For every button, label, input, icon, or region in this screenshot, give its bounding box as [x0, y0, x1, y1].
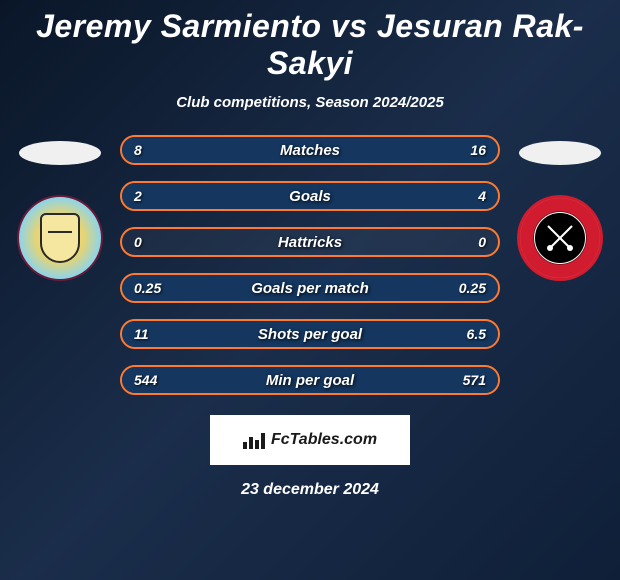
left-flag-icon: [19, 141, 101, 165]
left-column: [0, 135, 120, 281]
stat-value-right: 571: [463, 372, 486, 388]
burnley-shield-icon: [40, 213, 80, 263]
main-row: 8 16 Matches 2 4 Goals 0 0 Hattricks 0.25 0.25 Goal…: [0, 135, 620, 395]
stat-bar: 0 0 Hattricks: [120, 227, 500, 257]
brand-text: FcTables.com: [271, 431, 377, 449]
stat-label: Hattricks: [278, 234, 342, 251]
stat-bar: 2 4 Goals: [120, 181, 500, 211]
stat-bar: 0.25 0.25 Goals per match: [120, 273, 500, 303]
stat-value-left: 8: [134, 142, 142, 158]
subtitle: Club competitions, Season 2024/2025: [176, 94, 444, 111]
stat-bar: 8 16 Matches: [120, 135, 500, 165]
footer-date: 23 december 2024: [241, 481, 379, 499]
stat-value-left: 0: [134, 234, 142, 250]
stat-value-right: 6.5: [467, 326, 486, 342]
left-crest-icon: [17, 195, 103, 281]
stat-value-right: 4: [478, 188, 486, 204]
stat-bar: 544 571 Min per goal: [120, 365, 500, 395]
stat-label: Min per goal: [266, 372, 354, 389]
chart-icon: [243, 431, 265, 449]
stat-label: Goals per match: [251, 280, 369, 297]
swords-icon: [520, 198, 600, 278]
stat-label: Matches: [280, 142, 340, 159]
stat-value-right: 0.25: [459, 280, 486, 296]
right-column: [500, 135, 620, 281]
stat-value-right: 0: [478, 234, 486, 250]
stat-value-right: 16: [470, 142, 486, 158]
page-title: Jeremy Sarmiento vs Jesuran Rak-Sakyi: [0, 8, 620, 82]
stat-label: Shots per goal: [258, 326, 362, 343]
stat-value-left: 2: [134, 188, 142, 204]
comparison-infographic: Jeremy Sarmiento vs Jesuran Rak-Sakyi Cl…: [0, 0, 620, 580]
right-flag-icon: [519, 141, 601, 165]
stat-bar: 11 6.5 Shots per goal: [120, 319, 500, 349]
right-crest-icon: [517, 195, 603, 281]
stats-column: 8 16 Matches 2 4 Goals 0 0 Hattricks 0.25 0.25 Goal…: [120, 135, 500, 395]
stat-fill-right: [246, 183, 498, 209]
stat-value-left: 544: [134, 372, 157, 388]
brand-badge: FcTables.com: [210, 415, 410, 465]
stat-value-left: 11: [134, 326, 149, 342]
stat-label: Goals: [289, 188, 331, 205]
stat-value-left: 0.25: [134, 280, 161, 296]
